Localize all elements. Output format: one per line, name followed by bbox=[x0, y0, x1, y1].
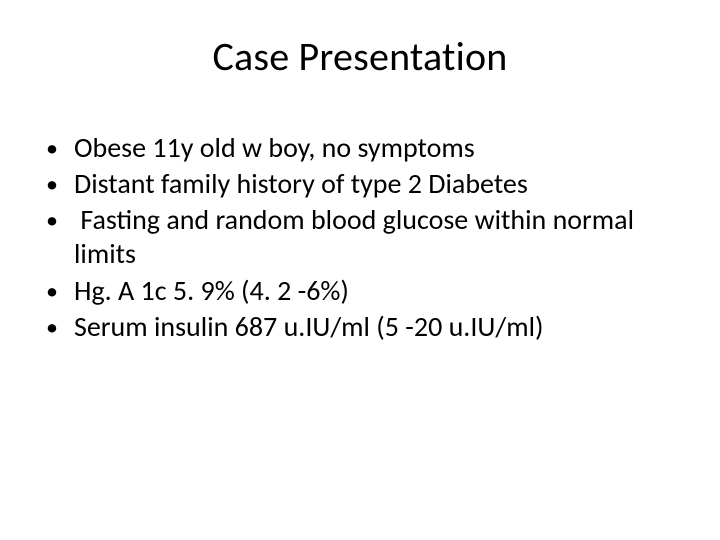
bullet-list: Obese 11y old w boy, no symptoms Distant… bbox=[40, 131, 680, 344]
bullet-text: Obese 11y old w boy, no symptoms bbox=[74, 130, 475, 165]
bullet-item: Serum insulin 687 u.IU/ml (5 -20 u.IU/ml… bbox=[46, 310, 680, 344]
slide-container: Case Presentation Obese 11y old w boy, n… bbox=[0, 0, 720, 540]
bullet-text: Distant family history of type 2 Diabete… bbox=[74, 166, 528, 201]
bullet-item: Fasting and random blood glucose within … bbox=[46, 203, 680, 271]
bullet-text: Hg. A 1c 5. 9% (4. 2 -6%) bbox=[74, 273, 349, 308]
slide-title: Case Presentation bbox=[40, 32, 680, 81]
bullet-item: Distant family history of type 2 Diabete… bbox=[46, 167, 680, 201]
bullet-item: Hg. A 1c 5. 9% (4. 2 -6%) bbox=[46, 274, 680, 308]
bullet-text: Serum insulin 687 u.IU/ml (5 -20 u.IU/ml… bbox=[74, 309, 544, 344]
bullet-text: Fasting and random blood glucose within … bbox=[74, 202, 634, 271]
bullet-item: Obese 11y old w boy, no symptoms bbox=[46, 131, 680, 165]
